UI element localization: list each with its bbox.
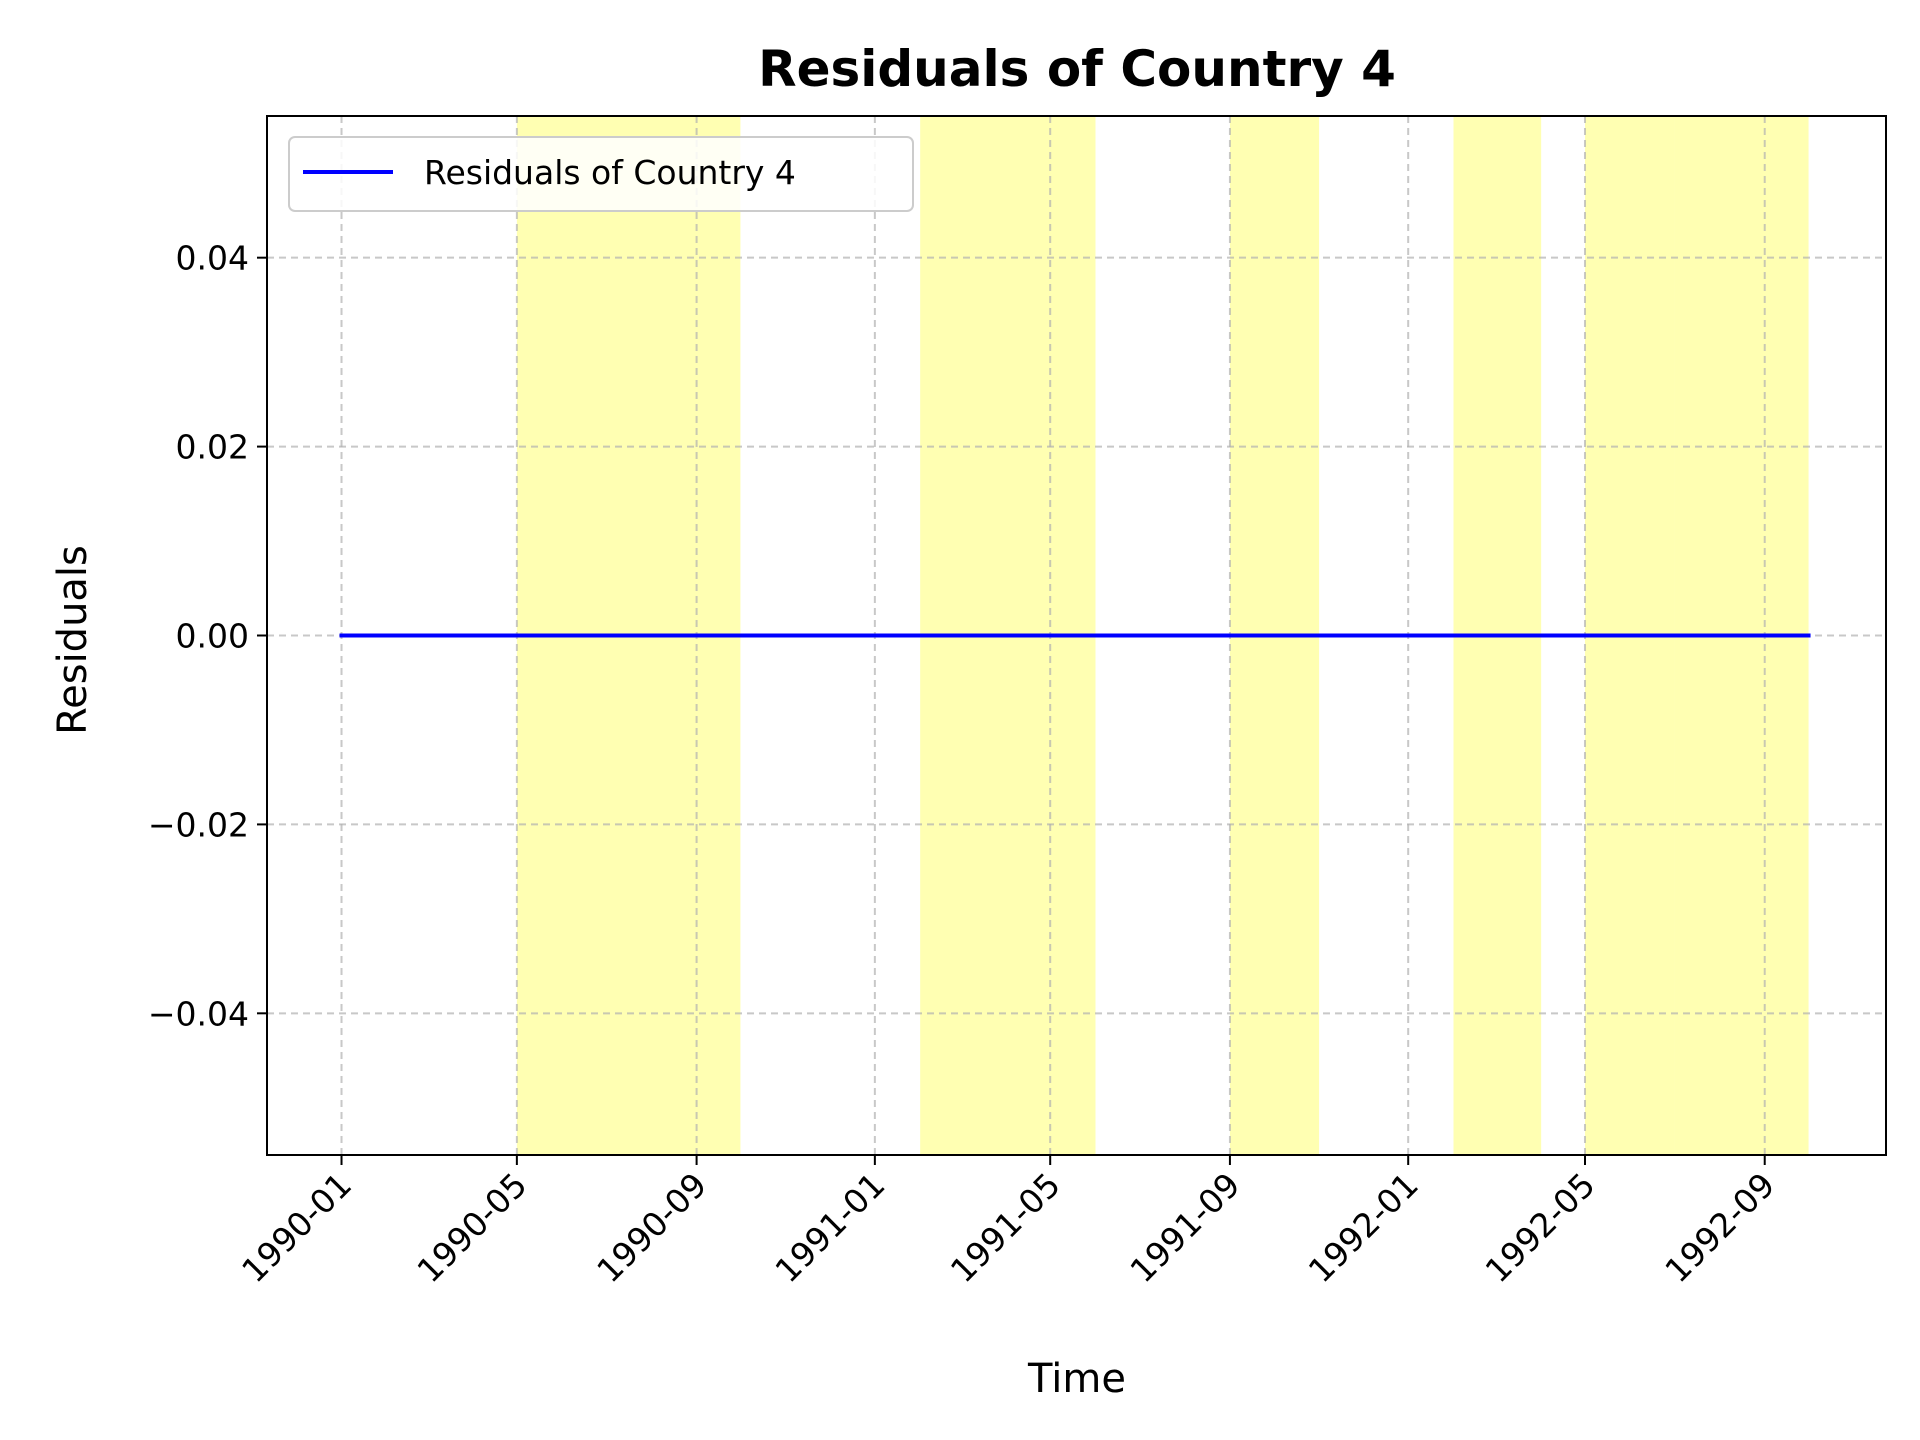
legend-label: Residuals of Country 4 <box>424 153 796 192</box>
y-tick-label: −0.04 <box>148 994 249 1033</box>
y-tick-label: 0.00 <box>176 617 249 656</box>
y-tick-label: 0.02 <box>176 428 249 467</box>
y-axis-ticks: 0.04 0.02 0.00 −0.02 −0.04 <box>148 239 267 1033</box>
y-tick-label: −0.02 <box>148 805 249 844</box>
legend-box <box>288 136 914 212</box>
legend: Residuals of Country 4 <box>288 136 914 212</box>
x-axis-label: Time <box>1027 1356 1126 1402</box>
y-axis-label: Residuals <box>50 545 96 735</box>
chart-title: Residuals of Country 4 <box>758 40 1396 98</box>
y-tick-label: 0.04 <box>176 239 249 278</box>
